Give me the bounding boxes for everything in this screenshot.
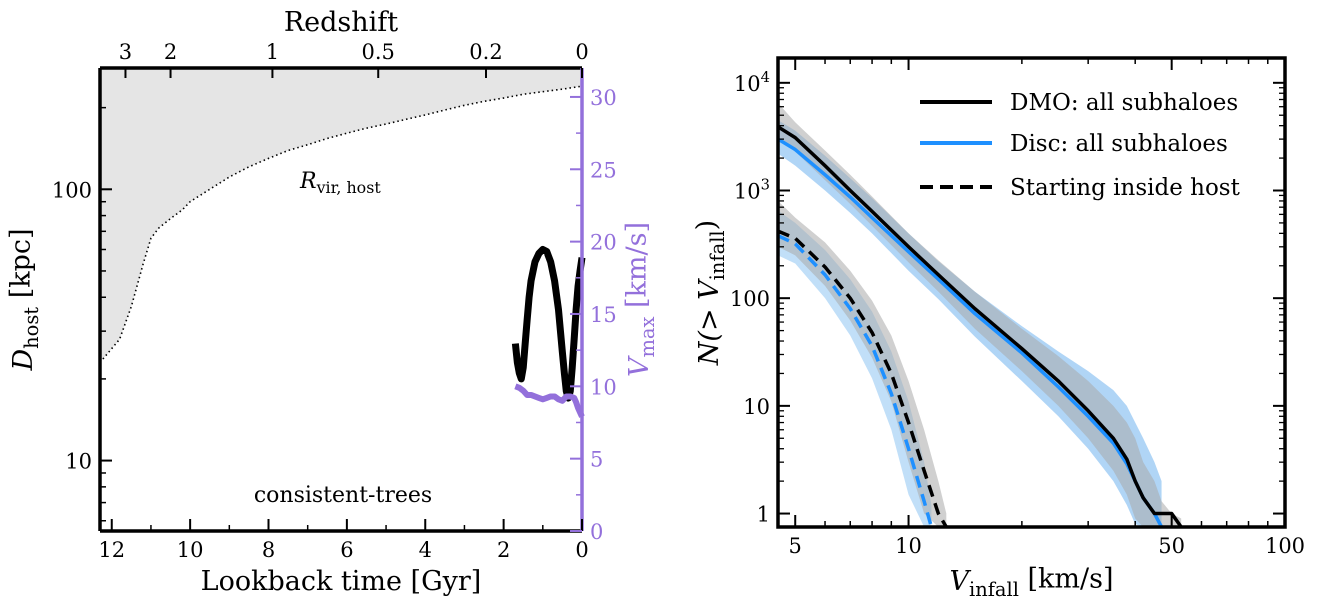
legend-label: Disc: all subhaloes bbox=[1010, 131, 1228, 157]
legend-label: DMO: all subhaloes bbox=[1010, 90, 1238, 116]
band-3 bbox=[778, 200, 947, 527]
right-panel: 5 10 50 100 1 10 100 103 104 Vinfall [km/s] N(> Vi… bbox=[692, 56, 1305, 600]
x-tick-label: 8 bbox=[262, 538, 275, 562]
subhalo-distance-line bbox=[511, 245, 586, 402]
y2-tick-label: 20 bbox=[590, 231, 617, 255]
x-axis-title: Vinfall [km/s] bbox=[949, 564, 1113, 600]
top-tick-label: 0.2 bbox=[469, 40, 502, 64]
x-tick-label: 100 bbox=[1265, 534, 1305, 558]
band-1 bbox=[778, 102, 1182, 527]
series-line-1 bbox=[778, 125, 1183, 527]
host-region-shade bbox=[100, 68, 582, 363]
x-tick-label: 4 bbox=[419, 538, 432, 562]
y2-axis-title: Vmax [km/s] bbox=[622, 222, 659, 377]
top-tick-label: 0 bbox=[575, 40, 588, 64]
x-tick-label: 6 bbox=[340, 538, 353, 562]
y-axis-title: N(> Vinfall) bbox=[692, 220, 729, 366]
y-tick-label: 10 bbox=[65, 450, 92, 474]
x-tick-label: 5 bbox=[789, 534, 802, 558]
x-tick-label: 12 bbox=[98, 538, 125, 562]
y-axis-title: Dhost [kpc] bbox=[6, 228, 43, 371]
subhalo-vmax-line bbox=[514, 383, 585, 418]
top-tick-label: 3 bbox=[119, 40, 132, 64]
y-tick-label: 103 bbox=[734, 177, 770, 204]
merger-tree-label: consistent-trees bbox=[254, 483, 432, 508]
y2-tick-label: 30 bbox=[590, 86, 617, 110]
y-tick-label: 10 bbox=[743, 395, 770, 419]
rvir-host-line bbox=[99, 85, 583, 363]
x-tick-label: 0 bbox=[575, 538, 588, 562]
top-tick-label: 2 bbox=[164, 40, 177, 64]
y2-tick-label: 25 bbox=[590, 158, 617, 182]
y-tick-label: 100 bbox=[730, 287, 770, 311]
x-tick-label: 10 bbox=[177, 538, 204, 562]
y-tick-label: 1 bbox=[757, 503, 770, 527]
y-tick-label: 100 bbox=[52, 178, 92, 202]
plot-frame bbox=[776, 56, 1287, 529]
x-tick-label: 2 bbox=[497, 538, 510, 562]
series-line-3 bbox=[778, 229, 948, 527]
plot-area bbox=[778, 102, 1183, 527]
x-tick-label: 10 bbox=[895, 534, 922, 558]
top-axis-title: Redshift bbox=[284, 7, 398, 38]
top-tick-label: 1 bbox=[266, 40, 279, 64]
y-tick-label: 104 bbox=[734, 69, 770, 96]
series-line-4 bbox=[778, 234, 934, 527]
y2-tick-label: 10 bbox=[590, 375, 617, 399]
x-axis-title: Lookback time [Gyr] bbox=[201, 566, 482, 597]
rvir-host-label: Rvir, host bbox=[299, 169, 381, 197]
top-tick-label: 0.5 bbox=[362, 40, 395, 64]
legend-label: Starting inside host bbox=[1010, 175, 1241, 201]
x-tick-label: 50 bbox=[1158, 534, 1185, 558]
y2-tick-label: 0 bbox=[590, 520, 603, 544]
y2-tick-label: 15 bbox=[590, 303, 617, 327]
y2-tick-label: 5 bbox=[590, 448, 603, 472]
